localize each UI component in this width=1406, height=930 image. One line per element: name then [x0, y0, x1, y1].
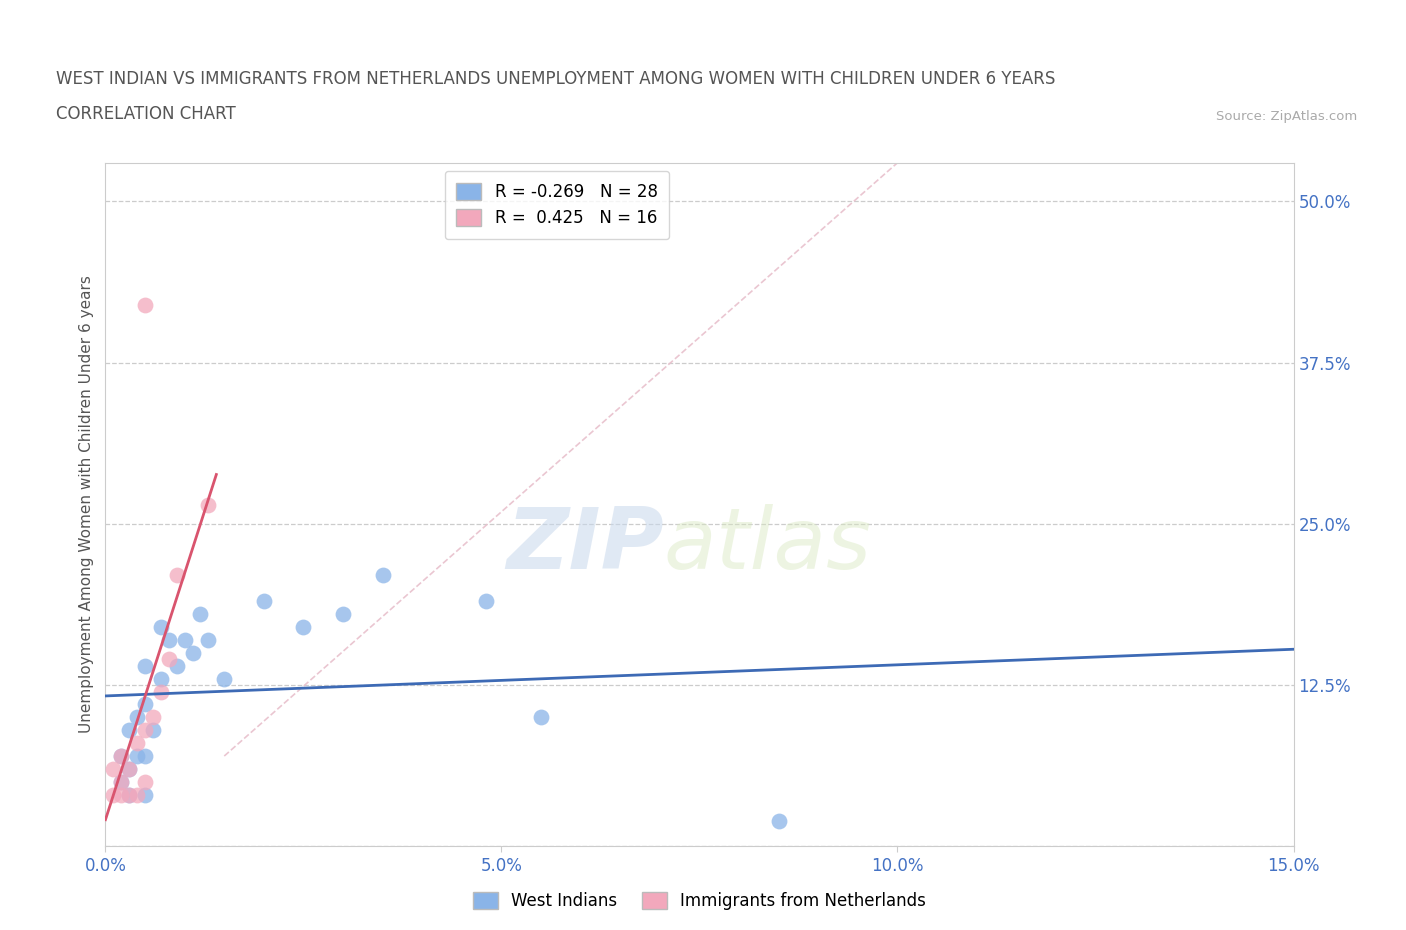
Point: [142, 710, 165, 724]
Point: [197, 498, 219, 512]
Point: [118, 788, 141, 803]
Text: ZIP: ZIP: [506, 504, 664, 587]
Y-axis label: Unemployment Among Women with Children Under 6 years: Unemployment Among Women with Children U…: [79, 275, 94, 734]
Point: [103, 762, 125, 777]
Point: [474, 594, 496, 609]
Point: [110, 775, 132, 790]
Point: [157, 632, 180, 647]
Point: [166, 568, 188, 583]
Text: CORRELATION CHART: CORRELATION CHART: [56, 105, 236, 123]
Point: [190, 606, 212, 621]
Point: [173, 632, 195, 647]
Point: [134, 723, 156, 737]
Point: [134, 298, 156, 312]
Text: Source: ZipAtlas.com: Source: ZipAtlas.com: [1216, 110, 1357, 123]
Legend: West Indians, Immigrants from Netherlands: West Indians, Immigrants from Netherland…: [465, 885, 934, 917]
Point: [371, 568, 394, 583]
Point: [118, 723, 141, 737]
Point: [530, 710, 553, 724]
Point: [118, 762, 141, 777]
Point: [134, 788, 156, 803]
Point: [253, 594, 276, 609]
Point: [197, 632, 219, 647]
Point: [127, 736, 149, 751]
Point: [149, 671, 172, 686]
Point: [181, 645, 204, 660]
Point: [118, 762, 141, 777]
Point: [149, 684, 172, 699]
Point: [214, 671, 236, 686]
Point: [127, 710, 149, 724]
Point: [118, 788, 141, 803]
Point: [157, 652, 180, 667]
Point: [110, 788, 132, 803]
Point: [127, 788, 149, 803]
Point: [292, 619, 315, 634]
Point: [110, 775, 132, 790]
Text: atlas: atlas: [664, 504, 872, 587]
Point: [768, 813, 790, 828]
Point: [134, 658, 156, 673]
Point: [127, 749, 149, 764]
Point: [103, 788, 125, 803]
Point: [134, 775, 156, 790]
Point: [110, 749, 132, 764]
Point: [166, 658, 188, 673]
Point: [110, 749, 132, 764]
Text: WEST INDIAN VS IMMIGRANTS FROM NETHERLANDS UNEMPLOYMENT AMONG WOMEN WITH CHILDRE: WEST INDIAN VS IMMIGRANTS FROM NETHERLAN…: [56, 71, 1056, 88]
Point: [142, 723, 165, 737]
Point: [134, 749, 156, 764]
Point: [149, 619, 172, 634]
Point: [134, 697, 156, 711]
Point: [332, 606, 354, 621]
